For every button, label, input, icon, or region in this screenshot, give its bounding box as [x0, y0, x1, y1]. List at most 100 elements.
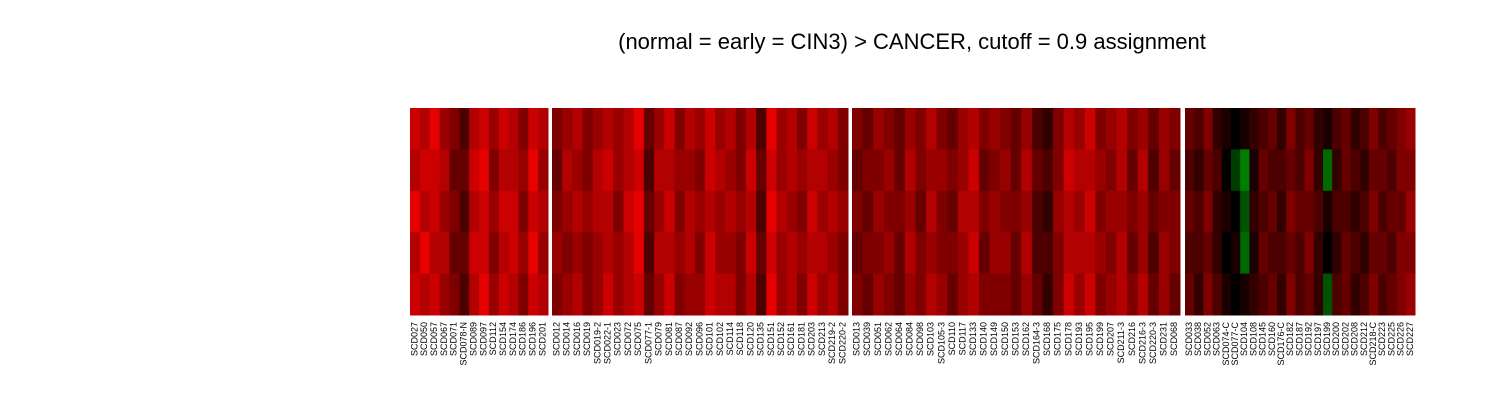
column-label: SCD103: [926, 322, 936, 356]
heatmap-cell: [654, 190, 665, 233]
column-label: SCD226: [1396, 322, 1406, 356]
heatmap-cell: [1369, 149, 1379, 192]
heatmap-cell: [498, 149, 510, 192]
heatmap-cell: [968, 232, 980, 275]
heatmap-cell: [643, 108, 655, 150]
heatmap-cell: [1095, 190, 1107, 233]
heatmap-cell: [1221, 108, 1232, 150]
heatmap-cell: [469, 273, 480, 316]
heatmap-cell: [1074, 190, 1086, 233]
heatmap-cell: [1304, 273, 1315, 316]
heatmap-cell: [582, 149, 594, 192]
heatmap-cell: [776, 232, 788, 275]
heatmap-cell: [1405, 149, 1416, 192]
heatmap-cell: [623, 149, 635, 192]
heatmap-cell: [968, 273, 980, 316]
column-label: SCD079: [654, 322, 664, 356]
column-label: SCD182: [1285, 322, 1295, 356]
heatmap-cell: [807, 108, 818, 150]
column-label: SCD203: [807, 322, 817, 356]
heatmap-cell: [488, 149, 500, 192]
column-label: SCD067: [439, 322, 449, 356]
heatmap-cell: [1258, 108, 1269, 150]
heatmap-cell: [894, 190, 906, 233]
heatmap-cell: [1212, 108, 1223, 150]
column-label: SCD068: [1169, 322, 1179, 356]
heatmap-cell: [1137, 149, 1149, 192]
heatmap-cell: [1084, 149, 1096, 192]
heatmap-cell: [786, 190, 798, 233]
heatmap-cell: [873, 108, 885, 150]
heatmap-cell: [957, 232, 969, 275]
heatmap-cell: [873, 190, 885, 233]
heatmap-cell: [1332, 149, 1342, 192]
heatmap-cell: [1169, 190, 1181, 233]
heatmap-cell: [1405, 108, 1416, 150]
heatmap-cell: [439, 190, 450, 233]
heatmap-cell: [592, 273, 604, 316]
heatmap-cell: [1231, 273, 1241, 316]
heatmap-cell: [469, 149, 480, 192]
column-label: SCD168: [1042, 322, 1052, 356]
heatmap-cell: [1084, 273, 1096, 316]
heatmap-cell: [694, 149, 706, 192]
heatmap-cell: [469, 108, 480, 150]
heatmap-cell: [837, 232, 849, 275]
heatmap-cell: [1277, 149, 1287, 192]
heatmap-cell: [674, 273, 686, 316]
heatmap-cell: [873, 232, 885, 275]
heatmap-cell: [654, 149, 665, 192]
column-label: SCD187: [1294, 322, 1304, 356]
heatmap-cell: [538, 273, 549, 316]
heatmap-cell: [623, 232, 635, 275]
heatmap-cell: [1212, 273, 1223, 316]
heatmap-cell: [1148, 273, 1160, 316]
heatmap-cell: [1212, 190, 1223, 233]
heatmap-cell: [1031, 232, 1043, 275]
heatmap-cell: [1378, 232, 1388, 275]
heatmap-cell: [1010, 232, 1022, 275]
column-label: SCD135: [756, 322, 766, 356]
heatmap-cell: [694, 190, 706, 233]
heatmap-cell: [989, 232, 1001, 275]
heatmap-cell: [766, 108, 778, 150]
heatmap-cell: [1053, 273, 1065, 316]
heatmap-cell: [498, 232, 510, 275]
heatmap-cell: [756, 273, 767, 316]
heatmap-cell: [623, 108, 635, 150]
heatmap-cell: [562, 108, 573, 150]
heatmap-cell: [837, 273, 849, 316]
heatmap-cell: [1396, 190, 1407, 233]
heatmap-cell: [1341, 108, 1352, 150]
heatmap-cell: [1231, 190, 1241, 233]
heatmap-cell: [1074, 108, 1086, 150]
heatmap-cell: [562, 190, 573, 233]
heatmap-cell: [518, 108, 529, 150]
heatmap-cell: [1127, 232, 1139, 275]
heatmap-cell: [469, 190, 480, 233]
heatmap-cell: [552, 108, 563, 150]
column-label: SCD220-2: [837, 322, 847, 364]
heatmap-cell: [1249, 149, 1260, 192]
column-label: SCD104: [1239, 322, 1249, 356]
heatmap-cell: [1148, 190, 1160, 233]
heatmap-cell: [538, 108, 549, 150]
heatmap-cell: [807, 190, 818, 233]
heatmap-cell: [498, 273, 510, 316]
heatmap-cell: [947, 190, 959, 233]
heatmap-cell: [957, 190, 969, 233]
heatmap-cell: [1359, 108, 1370, 150]
heatmap-cell: [633, 149, 645, 192]
column-label: SCD199: [1095, 322, 1105, 356]
heatmap-cell: [989, 149, 1001, 192]
heatmap-cell: [582, 232, 594, 275]
heatmap-cell: [817, 232, 829, 275]
heatmap-cell: [429, 273, 441, 316]
heatmap-cell: [936, 108, 948, 150]
heatmap-cell: [643, 232, 655, 275]
heatmap-cell: [488, 232, 500, 275]
heatmap-cell: [978, 190, 991, 233]
column-label: SCD057: [429, 322, 439, 356]
heatmap-cell: [654, 232, 665, 275]
